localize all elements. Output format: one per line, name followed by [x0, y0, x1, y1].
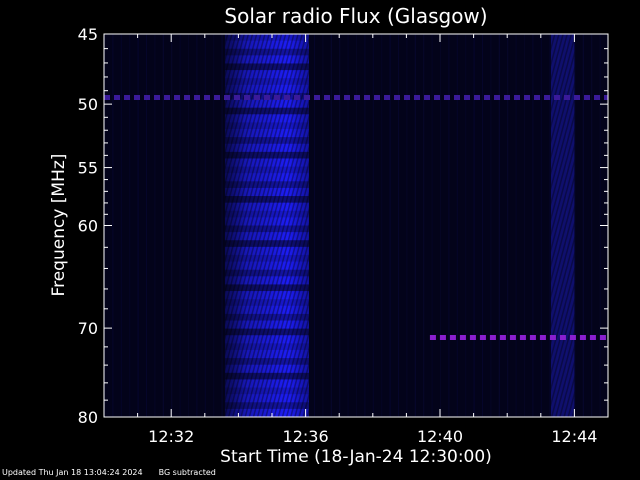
y-tick-label: 50: [78, 95, 98, 114]
background-streak: [171, 34, 173, 417]
background-streak: [414, 34, 416, 417]
plot-area: [104, 34, 608, 417]
background-streak: [549, 34, 551, 417]
background-streak: [372, 34, 374, 417]
background-streak: [482, 34, 483, 417]
background-streak: [179, 34, 181, 417]
background-streak: [389, 34, 391, 417]
background-streak: [490, 34, 492, 417]
axes: 12:32 12:36 12:40 12:44 45 50 55 60 70 80: [78, 25, 609, 446]
footer: Updated Thu Jan 18 13:04:24 2024 BG subtr…: [2, 468, 216, 477]
y-axis-label: Frequency [MHz]: [49, 154, 69, 297]
background-streak: [221, 34, 223, 417]
background-streak: [146, 34, 147, 417]
background-streak: [431, 34, 433, 417]
y-tick-label: 55: [78, 159, 98, 178]
background-streak: [196, 34, 198, 417]
emission-texture: [550, 34, 575, 417]
background-streak: [137, 34, 139, 417]
y-tick-label: 70: [78, 319, 98, 338]
bg-note: BG subtracted: [158, 468, 216, 477]
background-streak: [398, 34, 399, 417]
emission-texture: [224, 34, 309, 417]
background-streak: [162, 34, 164, 417]
background-streak: [381, 34, 383, 417]
background-streak: [423, 34, 425, 417]
background-streak: [188, 34, 189, 417]
background-streak: [515, 34, 517, 417]
x-tick-label: 12:36: [283, 427, 329, 446]
background-streak: [347, 34, 349, 417]
background-streak: [532, 34, 534, 417]
background-streak: [507, 34, 509, 417]
background-streak: [498, 34, 500, 417]
background-streak: [314, 34, 315, 417]
x-tick-label: 12:40: [417, 427, 463, 446]
emission-region: [224, 34, 309, 417]
background-streak: [322, 34, 324, 417]
background-streak: [129, 34, 131, 417]
x-tick-label: 12:32: [148, 427, 194, 446]
background-streak: [465, 34, 467, 417]
x-axis-label: Start Time (18-Jan-24 12:30:00): [220, 447, 492, 467]
background-streak: [440, 34, 441, 417]
background-streak: [574, 34, 576, 417]
background-streak: [582, 34, 584, 417]
emission-region: [550, 34, 575, 417]
chart-title: Solar radio Flux (Glasgow): [224, 4, 487, 28]
background-streak: [154, 34, 156, 417]
background-streak: [330, 34, 332, 417]
background-streak: [364, 34, 366, 417]
background-streak: [591, 34, 593, 417]
x-tick-label: 12:44: [551, 427, 597, 446]
background-streak: [213, 34, 215, 417]
y-tick-label: 60: [78, 217, 98, 236]
background-streak: [448, 34, 450, 417]
background-streak: [540, 34, 542, 417]
updated-timestamp: Updated Thu Jan 18 13:04:24 2024: [2, 468, 143, 477]
background-streak: [406, 34, 408, 417]
background-streak: [339, 34, 341, 417]
y-tick-label: 80: [78, 408, 98, 427]
y-tick-label: 45: [78, 25, 98, 44]
background-streak: [456, 34, 458, 417]
background-streak: [204, 34, 206, 417]
background-streak: [524, 34, 525, 417]
background-streak: [112, 34, 114, 417]
background-streak: [120, 34, 122, 417]
background-streak: [356, 34, 357, 417]
background-streak: [473, 34, 475, 417]
